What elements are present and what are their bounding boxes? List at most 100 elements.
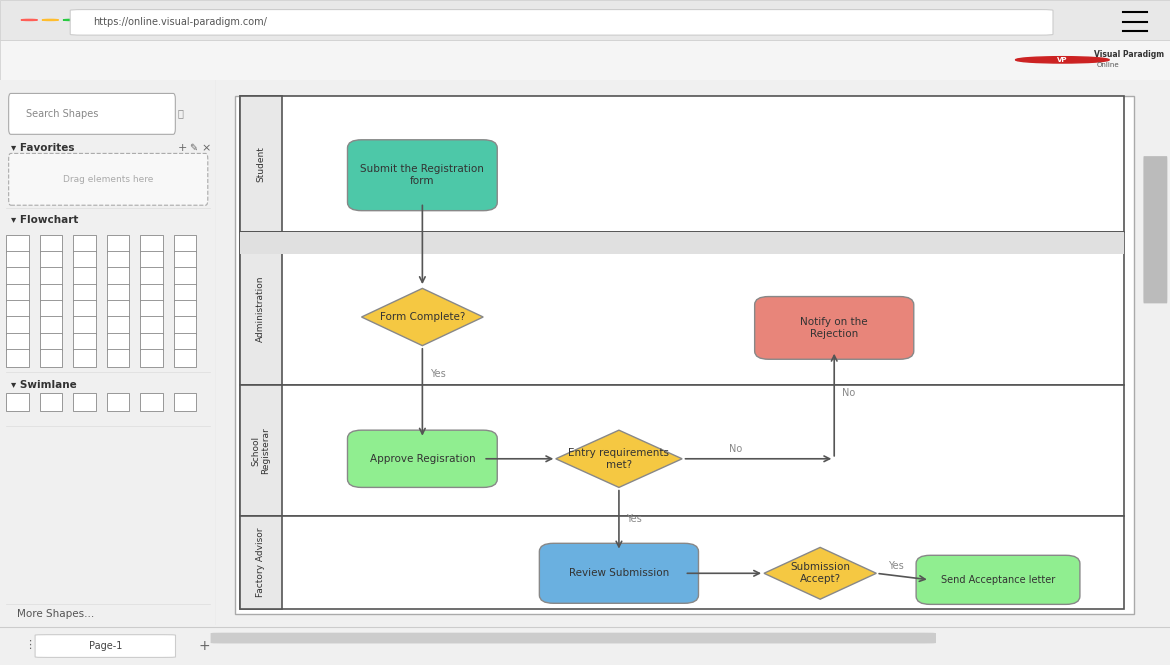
Text: School
Registerar: School Registerar: [252, 427, 270, 474]
Text: +: +: [199, 639, 211, 653]
Text: No: No: [841, 388, 855, 398]
FancyBboxPatch shape: [1143, 156, 1168, 303]
FancyBboxPatch shape: [174, 235, 197, 252]
FancyBboxPatch shape: [106, 349, 129, 366]
FancyBboxPatch shape: [240, 233, 1124, 385]
Text: 🔍: 🔍: [178, 108, 184, 118]
Text: Notify on the
Rejection: Notify on the Rejection: [800, 317, 868, 338]
FancyBboxPatch shape: [174, 300, 197, 318]
Text: Entry requirements
met?: Entry requirements met?: [569, 448, 669, 469]
FancyBboxPatch shape: [174, 317, 197, 334]
FancyBboxPatch shape: [74, 267, 96, 285]
FancyBboxPatch shape: [240, 385, 282, 516]
Text: ▾ Flowchart: ▾ Flowchart: [11, 215, 78, 225]
FancyBboxPatch shape: [240, 96, 1124, 233]
FancyBboxPatch shape: [0, 40, 1170, 80]
FancyBboxPatch shape: [106, 251, 129, 269]
FancyBboxPatch shape: [40, 267, 62, 285]
FancyBboxPatch shape: [40, 317, 62, 334]
FancyBboxPatch shape: [174, 251, 197, 269]
FancyBboxPatch shape: [8, 94, 175, 134]
Text: Student: Student: [256, 146, 266, 182]
FancyBboxPatch shape: [140, 235, 163, 252]
FancyBboxPatch shape: [6, 235, 28, 252]
Text: ✎: ✎: [190, 143, 198, 153]
FancyBboxPatch shape: [74, 300, 96, 318]
Text: +: +: [178, 143, 187, 153]
FancyBboxPatch shape: [6, 317, 28, 334]
FancyBboxPatch shape: [6, 349, 28, 366]
FancyBboxPatch shape: [916, 555, 1080, 604]
Text: Review Submission: Review Submission: [569, 569, 669, 579]
FancyBboxPatch shape: [6, 251, 28, 269]
FancyBboxPatch shape: [106, 235, 129, 252]
Text: ▾ Swimlane: ▾ Swimlane: [11, 380, 76, 390]
FancyBboxPatch shape: [240, 96, 282, 233]
FancyBboxPatch shape: [347, 140, 497, 211]
Text: Form Complete?: Form Complete?: [380, 312, 464, 322]
FancyBboxPatch shape: [74, 235, 96, 252]
FancyBboxPatch shape: [40, 332, 62, 350]
Text: Administration: Administration: [256, 275, 266, 342]
FancyBboxPatch shape: [140, 349, 163, 366]
FancyBboxPatch shape: [174, 349, 197, 366]
FancyBboxPatch shape: [755, 297, 914, 359]
FancyBboxPatch shape: [140, 251, 163, 269]
Text: Submit the Registration
form: Submit the Registration form: [360, 164, 484, 186]
Polygon shape: [362, 289, 483, 346]
Polygon shape: [764, 547, 876, 599]
FancyBboxPatch shape: [240, 516, 282, 608]
Text: Drag elements here: Drag elements here: [63, 174, 153, 184]
FancyBboxPatch shape: [106, 317, 129, 334]
Circle shape: [1016, 57, 1109, 63]
FancyBboxPatch shape: [6, 284, 28, 301]
Text: Yes: Yes: [429, 369, 446, 379]
FancyBboxPatch shape: [140, 394, 163, 411]
Text: Page-1: Page-1: [89, 641, 122, 651]
Polygon shape: [556, 430, 682, 487]
FancyBboxPatch shape: [74, 317, 96, 334]
Text: ⋮: ⋮: [23, 640, 35, 650]
Text: More Shapes...: More Shapes...: [18, 609, 95, 619]
FancyBboxPatch shape: [106, 332, 129, 350]
FancyBboxPatch shape: [539, 543, 698, 603]
Text: Factory Advisor: Factory Advisor: [256, 527, 266, 597]
FancyBboxPatch shape: [74, 251, 96, 269]
Text: Yes: Yes: [888, 561, 904, 571]
FancyBboxPatch shape: [106, 300, 129, 318]
FancyBboxPatch shape: [6, 300, 28, 318]
FancyBboxPatch shape: [70, 9, 1053, 35]
FancyBboxPatch shape: [6, 332, 28, 350]
FancyBboxPatch shape: [74, 394, 96, 411]
Text: Yes: Yes: [626, 514, 642, 524]
FancyBboxPatch shape: [174, 332, 197, 350]
FancyBboxPatch shape: [106, 267, 129, 285]
FancyBboxPatch shape: [174, 394, 197, 411]
Text: VP: VP: [1058, 57, 1067, 63]
FancyBboxPatch shape: [35, 634, 176, 658]
FancyBboxPatch shape: [235, 96, 1134, 614]
FancyBboxPatch shape: [140, 317, 163, 334]
FancyBboxPatch shape: [174, 267, 197, 285]
FancyBboxPatch shape: [74, 332, 96, 350]
Text: Online: Online: [1096, 63, 1119, 68]
FancyBboxPatch shape: [40, 251, 62, 269]
FancyBboxPatch shape: [211, 632, 936, 644]
FancyBboxPatch shape: [40, 284, 62, 301]
FancyBboxPatch shape: [106, 284, 129, 301]
FancyBboxPatch shape: [74, 349, 96, 366]
Text: https://online.visual-paradigm.com/: https://online.visual-paradigm.com/: [94, 17, 268, 27]
Circle shape: [21, 19, 37, 21]
FancyBboxPatch shape: [240, 516, 1124, 608]
FancyBboxPatch shape: [240, 385, 1124, 516]
FancyBboxPatch shape: [40, 394, 62, 411]
FancyBboxPatch shape: [74, 284, 96, 301]
FancyBboxPatch shape: [140, 332, 163, 350]
FancyBboxPatch shape: [6, 267, 28, 285]
FancyBboxPatch shape: [174, 284, 197, 301]
FancyBboxPatch shape: [140, 267, 163, 285]
FancyBboxPatch shape: [40, 349, 62, 366]
FancyBboxPatch shape: [106, 394, 129, 411]
Circle shape: [42, 19, 58, 21]
FancyBboxPatch shape: [240, 233, 1124, 254]
